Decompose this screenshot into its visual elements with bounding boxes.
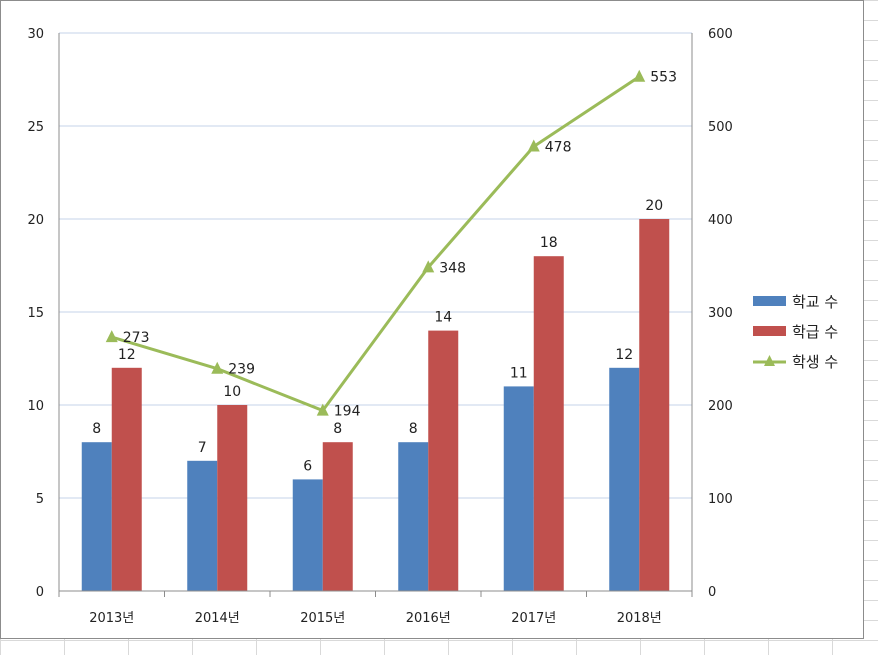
line-data-label: 239 — [228, 362, 255, 378]
bar-data-label: 8 — [409, 421, 418, 437]
line-data-label: 194 — [334, 404, 361, 420]
y-tick-label: 0 — [36, 585, 44, 600]
y-tick-label: 10 — [27, 399, 44, 414]
legend: 학교 수 학급 수 학생 수 — [753, 286, 838, 376]
y2-tick-label: 400 — [708, 213, 733, 228]
y2-tick-label: 300 — [708, 306, 733, 321]
bar-data-label: 18 — [540, 235, 558, 251]
line-data-label: 553 — [650, 70, 677, 86]
x-tick-label: 2013년 — [89, 611, 134, 626]
bar — [398, 442, 429, 591]
bar — [503, 386, 534, 591]
bar — [322, 442, 353, 591]
x-tick-label: 2016년 — [406, 611, 451, 626]
x-tick-label: 2017년 — [511, 611, 556, 626]
bar-data-label: 20 — [645, 198, 663, 214]
bar — [428, 330, 459, 591]
bar — [81, 442, 112, 591]
legend-item-students: 학생 수 — [753, 346, 838, 376]
y-tick-label: 25 — [27, 120, 44, 135]
bar-data-label: 14 — [434, 310, 452, 326]
line-marker — [105, 330, 118, 343]
line-marker — [422, 260, 435, 273]
bar — [639, 219, 670, 591]
y-tick-label: 5 — [36, 492, 44, 507]
legend-swatch-schools — [753, 296, 786, 306]
legend-swatch-classes — [753, 326, 786, 336]
y2-tick-label: 500 — [708, 120, 733, 135]
y2-tick-label: 200 — [708, 399, 733, 414]
bar-data-label: 10 — [223, 384, 241, 400]
bar-data-label: 8 — [92, 421, 101, 437]
line-marker — [316, 403, 329, 416]
y2-tick-label: 600 — [708, 27, 733, 42]
y2-tick-label: 100 — [708, 492, 733, 507]
line-marker — [633, 69, 646, 82]
bar-data-label: 12 — [615, 347, 633, 363]
bar — [217, 405, 248, 591]
x-tick-label: 2015년 — [300, 611, 345, 626]
bar-data-label: 7 — [198, 440, 207, 456]
y2-tick-label: 0 — [708, 585, 716, 600]
line-marker — [211, 361, 224, 374]
legend-label-schools: 학교 수 — [792, 292, 839, 311]
line-marker — [527, 139, 540, 152]
y-tick-label: 30 — [27, 27, 44, 42]
legend-swatch-students — [753, 355, 786, 366]
line-data-label: 478 — [545, 139, 572, 155]
x-tick-label: 2018년 — [617, 611, 662, 626]
bar — [292, 479, 323, 591]
bar — [609, 367, 640, 591]
bar-data-label: 8 — [333, 421, 342, 437]
x-tick-label: 2014년 — [195, 611, 240, 626]
bar-data-label: 6 — [303, 458, 312, 474]
bar-data-label: 12 — [118, 347, 136, 363]
line-data-label: 273 — [123, 330, 150, 346]
chart-area: 0 5 10 15 20 25 30 0 100 200 300 400 500 600 2013년 2014… — [0, 0, 864, 639]
bar — [533, 256, 564, 591]
line-data-label: 348 — [439, 260, 466, 276]
legend-label-classes: 학급 수 — [792, 322, 839, 341]
y-tick-label: 20 — [27, 213, 44, 228]
line-series — [111, 75, 641, 413]
bar — [111, 367, 142, 591]
legend-item-schools: 학교 수 — [753, 286, 838, 316]
bar — [187, 460, 218, 591]
bar-data-label: 11 — [510, 365, 528, 381]
legend-label-students: 학생 수 — [792, 352, 839, 371]
legend-item-classes: 학급 수 — [753, 316, 838, 346]
y-tick-label: 15 — [27, 306, 44, 321]
